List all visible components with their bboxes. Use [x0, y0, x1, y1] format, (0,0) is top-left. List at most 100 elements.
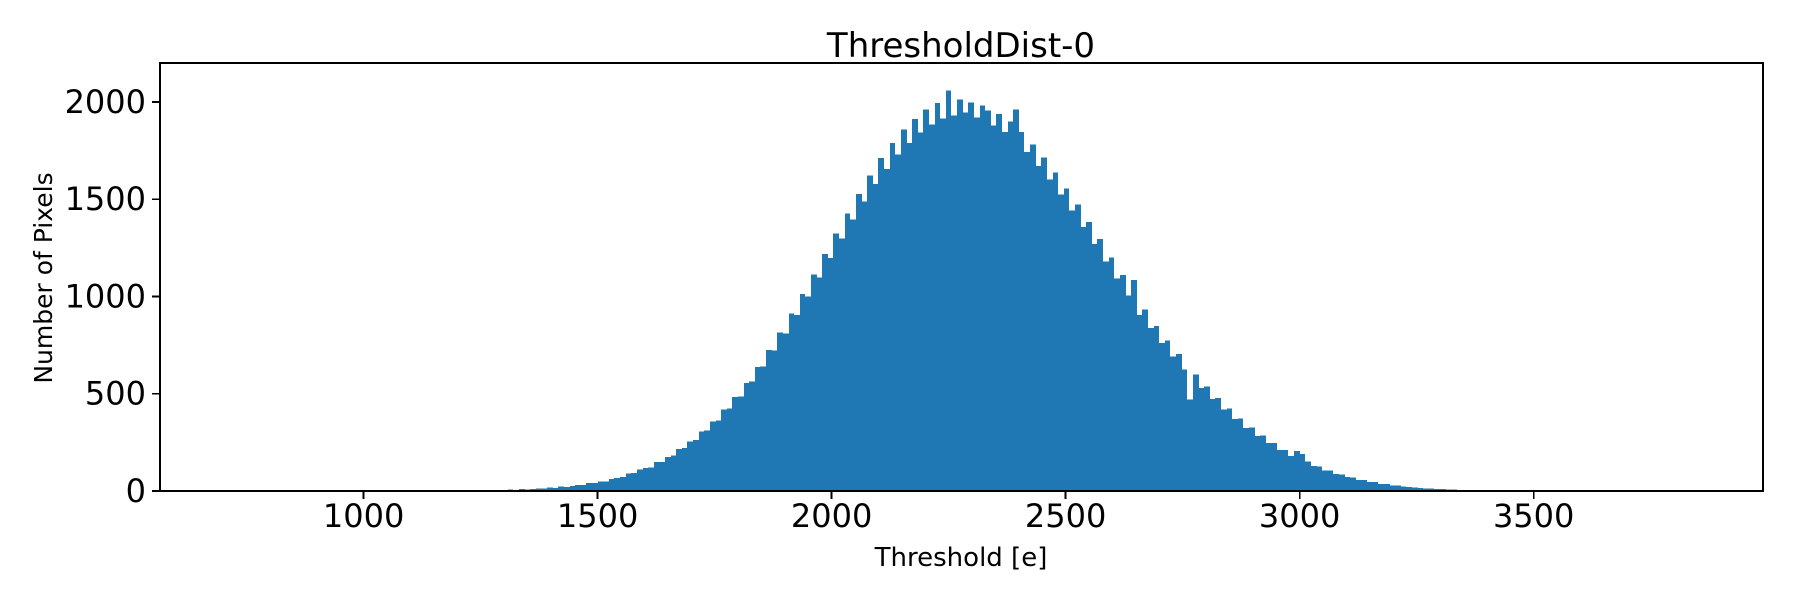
histogram-bar	[1227, 408, 1232, 491]
histogram-bar	[912, 119, 918, 492]
histogram-bar	[1401, 486, 1406, 491]
chart-title: ThresholdDist-0	[826, 26, 1095, 66]
histogram-bar	[1350, 477, 1356, 491]
histogram-bar	[1367, 482, 1373, 491]
histogram-bar	[749, 381, 755, 491]
histogram-bar	[957, 99, 963, 491]
histogram-bar	[1260, 435, 1266, 491]
histogram-bar	[789, 313, 794, 491]
histogram-bar	[1345, 477, 1350, 491]
histogram-bar	[991, 125, 996, 491]
histogram-bar	[822, 254, 828, 491]
histogram-bar	[1255, 435, 1260, 491]
histogram-bar	[845, 213, 850, 491]
histogram-bar	[1210, 398, 1215, 491]
histogram-bar	[968, 102, 974, 492]
histogram-bar	[760, 366, 766, 491]
x-axis-label: Threshold [e]	[874, 543, 1048, 573]
histogram-bar	[744, 382, 749, 491]
histogram-bar	[980, 105, 985, 491]
histogram-bar	[564, 486, 570, 491]
histogram-bar	[1053, 172, 1058, 492]
histogram-bar	[1311, 466, 1317, 491]
histogram-bar	[1277, 449, 1283, 491]
histogram-bar	[530, 488, 536, 491]
y-tick-label: 1000	[65, 277, 146, 315]
histogram-bar	[581, 485, 586, 491]
histogram-bar	[800, 294, 805, 491]
x-tick-label: 3500	[1493, 497, 1574, 535]
histogram-bar	[923, 109, 929, 491]
histogram-bar	[1154, 326, 1159, 491]
histogram-bar	[1036, 165, 1041, 491]
histogram-bar	[687, 441, 693, 491]
axis-frame	[159, 62, 1764, 492]
histogram-bar	[626, 473, 631, 491]
histogram-bar	[1019, 132, 1024, 491]
histogram-bar	[935, 102, 940, 491]
histogram-bar	[1434, 489, 1440, 491]
y-tick-label: 2000	[65, 83, 146, 121]
histogram-bar	[1418, 487, 1423, 491]
histogram-bar	[676, 448, 682, 491]
histogram-bar	[693, 440, 699, 491]
histogram-bar	[637, 469, 643, 491]
histogram-bar	[659, 461, 665, 491]
histogram-bar	[929, 124, 935, 491]
histogram-bar	[1013, 109, 1019, 491]
histogram-bar	[620, 477, 626, 491]
histogram-bar	[1288, 455, 1294, 491]
histogram-bar	[1008, 121, 1013, 491]
histogram-bar	[1114, 278, 1120, 491]
histogram-bar	[738, 396, 744, 491]
histogram-bar	[1064, 188, 1069, 491]
histogram-bar	[558, 486, 564, 491]
histogram-bar	[1266, 443, 1272, 491]
x-tick-label: 1000	[323, 497, 404, 535]
histogram-bar	[575, 484, 581, 491]
histogram-bar	[609, 478, 614, 491]
histogram-bars	[435, 90, 1642, 492]
histogram-bar	[817, 277, 822, 491]
histogram-bar	[1047, 179, 1053, 492]
histogram-bar	[1215, 398, 1221, 491]
x-tick-label: 2000	[791, 497, 872, 535]
histogram-bar	[1317, 466, 1322, 491]
histogram-bar	[974, 117, 980, 492]
histogram-bar	[777, 332, 783, 491]
histogram-bar	[1243, 427, 1249, 491]
histogram-bar	[1176, 354, 1182, 491]
histogram-bar	[833, 233, 839, 491]
histogram-bar	[996, 113, 1002, 491]
histogram-bar	[766, 349, 772, 491]
x-tick-label: 1500	[557, 497, 638, 535]
histogram-bar	[1030, 144, 1036, 491]
x-tick-label: 3000	[1259, 497, 1340, 535]
histogram-bar	[614, 477, 620, 491]
histogram-bar	[1283, 449, 1288, 491]
histogram-bar	[553, 487, 558, 491]
histogram-bar	[1373, 482, 1378, 491]
x-axis-ticks: 1000 1500 2000 2500 3000 3500	[323, 491, 1574, 535]
histogram-bar	[856, 193, 862, 492]
histogram-bar	[1395, 485, 1401, 491]
histogram-bar	[1294, 451, 1300, 491]
histogram-bar	[951, 115, 957, 491]
histogram-bar	[878, 157, 884, 492]
histogram-bar	[1024, 152, 1030, 492]
histogram-bar	[1333, 473, 1339, 491]
histogram-bar	[895, 154, 901, 491]
histogram-bar	[901, 129, 907, 491]
histogram-bar	[1109, 257, 1114, 491]
histogram-bar	[648, 467, 654, 491]
histogram-bar	[1378, 483, 1384, 491]
histogram-bar	[946, 90, 951, 491]
histogram-bar	[1356, 479, 1361, 491]
histogram-bar	[1199, 387, 1204, 491]
histogram-bar	[1086, 221, 1092, 491]
histogram-bar	[1423, 488, 1429, 491]
histogram-bar	[918, 132, 923, 491]
y-axis-ticks: 0 500 1000 1500 2000	[65, 83, 160, 510]
histogram-bar	[1322, 470, 1328, 491]
